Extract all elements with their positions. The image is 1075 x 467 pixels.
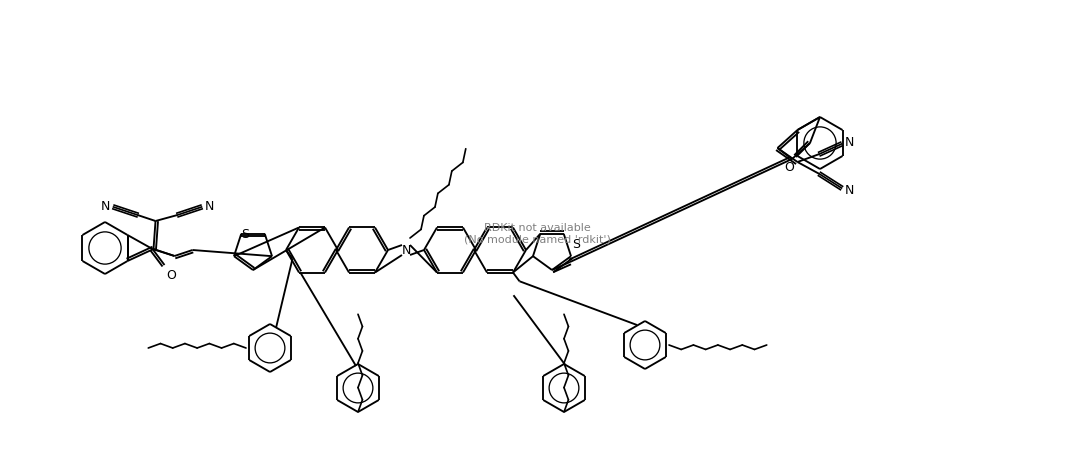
Text: S: S: [572, 239, 580, 252]
Text: O: O: [167, 269, 176, 282]
Text: O: O: [784, 161, 794, 174]
Text: N: N: [101, 199, 111, 212]
Text: RDKit not available
(No module named 'rdkit'): RDKit not available (No module named 'rd…: [464, 223, 611, 244]
Text: N: N: [204, 199, 214, 212]
Text: N: N: [845, 184, 854, 197]
Text: N: N: [845, 136, 854, 149]
Text: S: S: [241, 228, 249, 241]
Text: N: N: [401, 243, 411, 256]
